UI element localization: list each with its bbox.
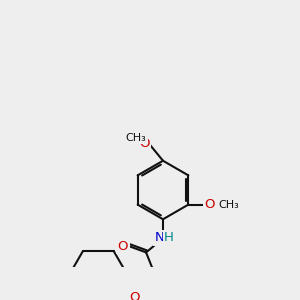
Text: N: N — [154, 231, 164, 244]
Text: CH₃: CH₃ — [126, 133, 146, 142]
Text: O: O — [139, 136, 150, 149]
Text: O: O — [118, 240, 128, 253]
Text: H: H — [164, 231, 174, 244]
Text: O: O — [205, 198, 215, 211]
Text: O: O — [129, 291, 140, 300]
Text: CH₃: CH₃ — [218, 200, 239, 210]
